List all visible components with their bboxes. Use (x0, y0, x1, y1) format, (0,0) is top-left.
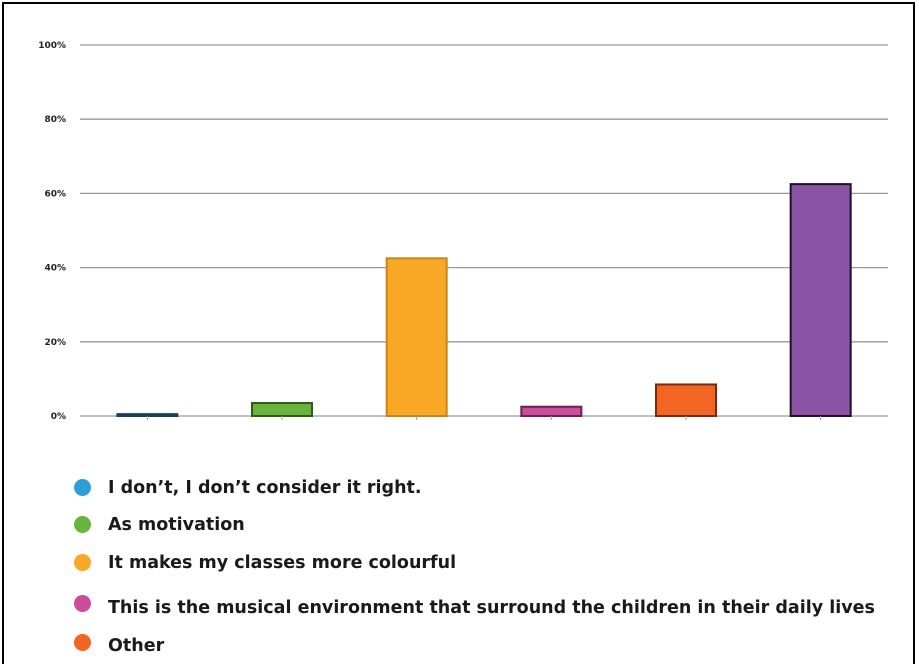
bar-6 (789, 183, 852, 417)
y-tick-label: 40% (44, 264, 66, 274)
bar-2 (251, 402, 313, 418)
legend-label: As motivation (108, 515, 245, 535)
legend-swatch (74, 516, 91, 533)
legend-swatch (74, 595, 91, 612)
y-tick-label: 80% (44, 115, 66, 125)
legend-swatch (74, 479, 91, 496)
legend-swatch (74, 634, 91, 651)
legend-label: It makes my classes more colourful (108, 553, 457, 573)
legend-swatch (74, 554, 91, 571)
bar-4 (520, 405, 583, 418)
bar-3 (385, 257, 448, 418)
legend-label: This is the musical environment that sur… (108, 598, 875, 618)
bar-5 (655, 383, 717, 417)
y-tick-label: 100% (38, 41, 66, 51)
y-tick-label: 20% (44, 338, 66, 348)
legend-label: Other (108, 636, 165, 656)
legend-label: I don’t, I don’t consider it right. (108, 478, 422, 498)
y-tick-label: 60% (44, 189, 66, 199)
y-tick-label: 0% (51, 412, 66, 422)
bar-1 (116, 413, 179, 417)
